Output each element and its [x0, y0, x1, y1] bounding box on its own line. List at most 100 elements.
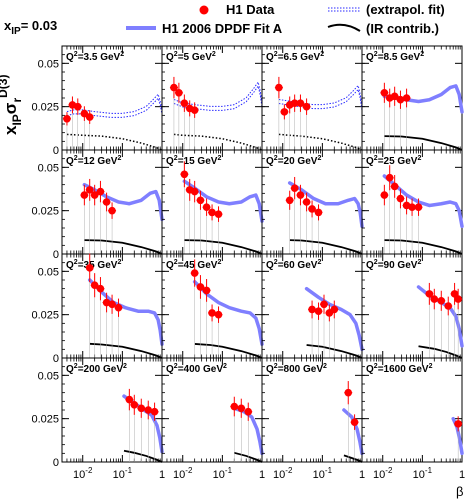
data-point: [444, 302, 453, 310]
ir-contribution-curve: [343, 454, 363, 463]
x-tick-label-exp: -1: [325, 466, 333, 475]
q2-label-part: =800 GeV: [278, 364, 324, 375]
data-point: [396, 194, 405, 203]
legend-ir-label: (IR contrib.): [366, 21, 439, 36]
q2-label: Q2=12 GeV2: [66, 155, 121, 167]
q2-label-part: 2: [417, 155, 421, 162]
panel-q2-400: 10-2 10-1 1Q2=400 GeV2: [161, 357, 265, 481]
data-point: [202, 203, 211, 211]
legend: xIP= 0.03 H1 Data H1 2006 DPDF Fit A (ex…: [4, 2, 445, 37]
q2-label-part: =3.5 GeV: [78, 52, 121, 63]
q2-label-part: 2: [174, 363, 178, 370]
x-tick-label-base: 1: [359, 469, 365, 481]
q2-label-part: Q: [66, 52, 74, 63]
x-tick-label: 10-1: [213, 466, 233, 481]
fit-curve: [182, 179, 264, 223]
data-point: [102, 198, 111, 206]
data-point: [350, 418, 359, 426]
data-point: [425, 290, 434, 298]
q2-label-part: 2: [274, 363, 278, 370]
q2-label-part: =35 GeV: [78, 260, 118, 271]
q2-label-part: Q: [266, 364, 274, 375]
y-title-sub-ip: IP: [10, 114, 24, 125]
q2-label-part: 2: [217, 259, 221, 266]
fit-curve: [192, 279, 264, 346]
q2-label: Q2=35 GeV2: [66, 259, 121, 271]
ir-contribution-curve: [289, 239, 363, 255]
x-tick-label-exp: -2: [285, 466, 293, 475]
q2-label-part: Q: [66, 156, 74, 167]
x-tick-label-exp: -2: [85, 466, 93, 475]
q2-label-part: 2: [174, 155, 178, 162]
data-point: [63, 115, 71, 123]
q2-label-part: =45 GeV: [178, 260, 218, 271]
data-point: [130, 401, 139, 409]
data-point: [108, 206, 116, 215]
x-tick-label-exp: -1: [425, 466, 433, 475]
data-point: [320, 300, 328, 309]
data-point: [314, 208, 323, 217]
panel-q2-15: Q2=15 GeV2: [161, 149, 264, 255]
fit-curve: [82, 182, 164, 222]
q2-label-part: 2: [274, 51, 278, 58]
panel-q2-6.5: Q2=6.5 GeV2: [261, 45, 363, 151]
y-tick-label: 0.025: [31, 206, 59, 218]
legend-fit-label: H1 2006 DPDF Fit A: [162, 21, 283, 36]
q2-label: Q2=400 GeV2: [166, 363, 227, 375]
data-point: [190, 187, 199, 196]
q2-label-part: =90 GeV: [378, 260, 418, 271]
q2-label-part: Q: [166, 52, 174, 63]
ir-contribution-curve: [89, 342, 163, 359]
x-ip-label: xIP= 0.03: [4, 18, 57, 37]
data-point: [344, 388, 353, 397]
panel-q2-1600: 10-2 10-1 1Q2=1600 GeV2: [361, 357, 465, 481]
q2-label-part: 2: [374, 259, 378, 266]
q2-label: Q2=3.5 GeV2: [66, 51, 124, 63]
fit-curve: [342, 408, 364, 456]
q2-label: Q2=6.5 GeV2: [266, 51, 324, 63]
data-point: [296, 191, 305, 199]
data-point: [237, 404, 246, 413]
panel-q2-5: Q2=5 GeV2: [161, 45, 263, 151]
q2-label: Q2=25 GeV2: [366, 155, 421, 167]
data-point: [302, 198, 311, 206]
data-point: [285, 196, 294, 205]
ir-contribution-curve: [306, 344, 363, 359]
x-tick-label-base: 10: [413, 469, 425, 481]
q2-label-part: Q: [166, 156, 174, 167]
q2-label-part: 2: [429, 363, 433, 370]
x-tick-label-base: 10: [173, 469, 185, 481]
q2-label-part: =60 GeV: [278, 260, 318, 271]
data-point: [275, 83, 283, 92]
q2-label-part: Q: [266, 52, 274, 63]
q2-label-part: 2: [323, 363, 327, 370]
q2-label-part: 2: [117, 155, 121, 162]
panel-q2-45: Q2=45 GeV2: [161, 253, 264, 359]
q2-label: Q2=45 GeV2: [166, 259, 221, 271]
x-ip-prefix: x: [4, 18, 12, 33]
panel-q2-20: Q2=20 GeV2: [261, 149, 364, 255]
y-tick-label: 0.025: [31, 102, 59, 114]
q2-label-part: Q: [266, 260, 274, 271]
x-tick-label: 1: [259, 469, 265, 481]
data-point: [175, 89, 183, 97]
q2-label-part: 2: [174, 51, 178, 58]
legend-data-marker: [199, 5, 209, 15]
q2-label-part: =200 GeV: [78, 364, 124, 375]
y-title-sup: D(3): [0, 75, 10, 98]
q2-label-part: =6.5 GeV: [278, 52, 321, 63]
x-tick-label: 10-2: [273, 466, 293, 481]
q2-label: Q2=8.5 GeV2: [366, 51, 424, 63]
q2-label-part: Q: [366, 260, 374, 271]
data-point: [85, 186, 94, 194]
q2-label-part: 2: [320, 51, 324, 58]
y-tick-label: 0: [53, 353, 59, 365]
x-tick-label: 10-1: [413, 466, 433, 481]
panel-q2-25: Q2=25 GeV2: [361, 149, 464, 255]
q2-label-part: Q: [366, 52, 374, 63]
legend-ir-line: [327, 23, 361, 32]
data-point: [385, 173, 394, 182]
q2-label-part: Q: [166, 260, 174, 271]
